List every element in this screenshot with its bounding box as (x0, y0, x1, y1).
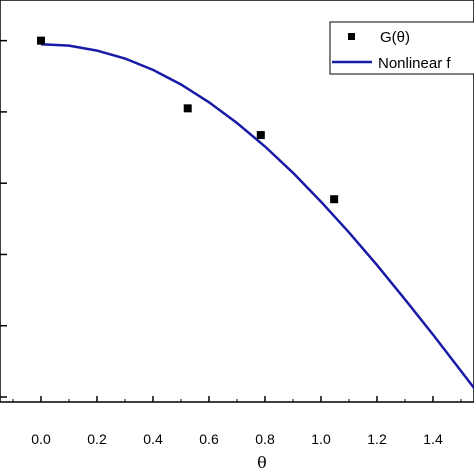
legend: G(θ) Nonlinear f (329, 21, 474, 75)
data-points-group (37, 36, 339, 204)
x-tick-label: 1.4 (423, 431, 443, 447)
legend-box (329, 21, 474, 75)
data-point (330, 195, 339, 204)
x-tick-label: 0.6 (199, 431, 219, 447)
legend-label-series-2: Nonlinear f (378, 55, 451, 72)
legend-marker-square (348, 33, 355, 40)
x-axis-label: θ (257, 453, 267, 472)
fit-curve-group (40, 42, 474, 391)
legend-label-series-1: G(θ) (380, 29, 410, 46)
x-tick-label: 1.2 (367, 431, 387, 447)
x-axis-ticks: 0.0 0.2 0.4 0.6 0.8 1.0 1.2 1.4 (12, 396, 462, 447)
fit-curve (40, 42, 474, 391)
data-point (256, 131, 265, 140)
data-point (37, 36, 45, 45)
x-tick-label: 0.8 (255, 431, 275, 447)
x-tick-label: 1.0 (311, 431, 331, 447)
x-tick-label: 0.2 (87, 431, 107, 447)
data-point (183, 104, 192, 113)
x-tick-label: 0.0 (31, 431, 51, 447)
x-tick-label: 0.4 (143, 431, 163, 447)
y-axis-ticks (0, 39, 7, 398)
